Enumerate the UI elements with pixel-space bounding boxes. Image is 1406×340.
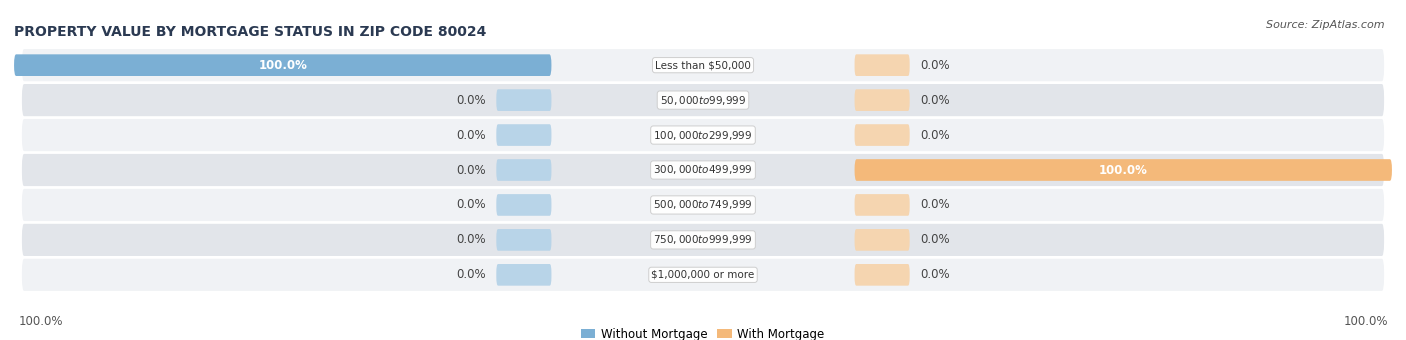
Text: 100.0%: 100.0%: [259, 59, 307, 72]
FancyBboxPatch shape: [21, 118, 1385, 152]
FancyBboxPatch shape: [21, 48, 1385, 82]
FancyBboxPatch shape: [496, 89, 551, 111]
Text: $100,000 to $299,999: $100,000 to $299,999: [654, 129, 752, 141]
Text: Less than $50,000: Less than $50,000: [655, 60, 751, 70]
Text: 0.0%: 0.0%: [457, 199, 486, 211]
Text: $1,000,000 or more: $1,000,000 or more: [651, 270, 755, 280]
Text: 0.0%: 0.0%: [457, 94, 486, 107]
FancyBboxPatch shape: [855, 89, 910, 111]
Text: 0.0%: 0.0%: [920, 268, 949, 281]
FancyBboxPatch shape: [21, 83, 1385, 117]
FancyBboxPatch shape: [21, 153, 1385, 187]
FancyBboxPatch shape: [855, 194, 910, 216]
FancyBboxPatch shape: [496, 124, 551, 146]
Text: 0.0%: 0.0%: [920, 129, 949, 141]
FancyBboxPatch shape: [855, 264, 910, 286]
Text: Source: ZipAtlas.com: Source: ZipAtlas.com: [1267, 20, 1385, 30]
FancyBboxPatch shape: [21, 258, 1385, 292]
FancyBboxPatch shape: [855, 159, 1392, 181]
Legend: Without Mortgage, With Mortgage: Without Mortgage, With Mortgage: [576, 323, 830, 340]
FancyBboxPatch shape: [21, 188, 1385, 222]
FancyBboxPatch shape: [855, 229, 910, 251]
FancyBboxPatch shape: [496, 264, 551, 286]
Text: 0.0%: 0.0%: [920, 94, 949, 107]
Text: $300,000 to $499,999: $300,000 to $499,999: [654, 164, 752, 176]
FancyBboxPatch shape: [496, 159, 551, 181]
Text: PROPERTY VALUE BY MORTGAGE STATUS IN ZIP CODE 80024: PROPERTY VALUE BY MORTGAGE STATUS IN ZIP…: [14, 25, 486, 39]
Text: 100.0%: 100.0%: [1099, 164, 1147, 176]
Text: $750,000 to $999,999: $750,000 to $999,999: [654, 233, 752, 246]
Text: 0.0%: 0.0%: [920, 59, 949, 72]
Text: 0.0%: 0.0%: [920, 233, 949, 246]
Text: 0.0%: 0.0%: [457, 129, 486, 141]
Text: 100.0%: 100.0%: [18, 315, 63, 328]
Text: 0.0%: 0.0%: [457, 164, 486, 176]
FancyBboxPatch shape: [14, 54, 551, 76]
Text: 0.0%: 0.0%: [920, 199, 949, 211]
Text: 0.0%: 0.0%: [457, 233, 486, 246]
FancyBboxPatch shape: [855, 124, 910, 146]
Text: 0.0%: 0.0%: [457, 268, 486, 281]
FancyBboxPatch shape: [496, 194, 551, 216]
Text: $500,000 to $749,999: $500,000 to $749,999: [654, 199, 752, 211]
Text: 100.0%: 100.0%: [1343, 315, 1388, 328]
FancyBboxPatch shape: [496, 229, 551, 251]
FancyBboxPatch shape: [855, 54, 910, 76]
FancyBboxPatch shape: [21, 223, 1385, 257]
Text: $50,000 to $99,999: $50,000 to $99,999: [659, 94, 747, 107]
